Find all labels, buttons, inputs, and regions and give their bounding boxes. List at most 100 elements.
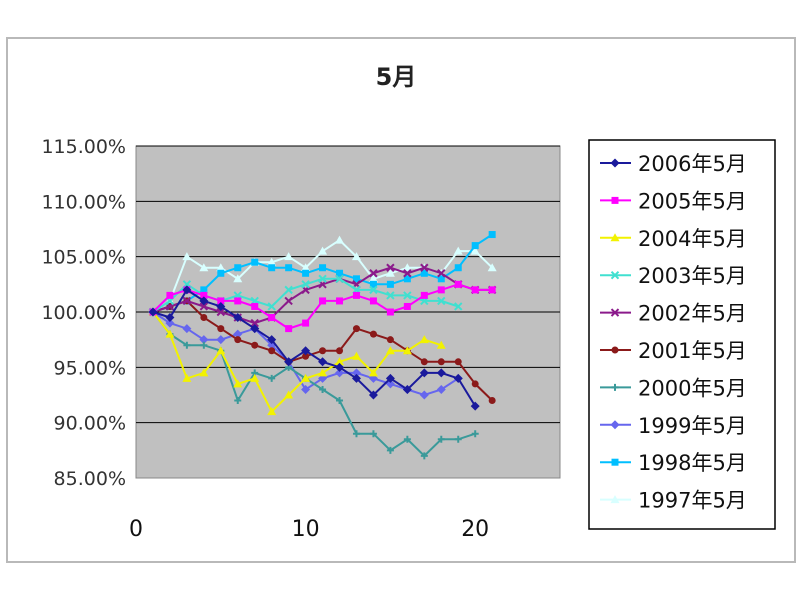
data-point [251, 302, 259, 310]
data-point [284, 390, 294, 399]
data-point [302, 352, 310, 360]
data-point [610, 158, 620, 168]
data-point [182, 252, 192, 261]
data-point [200, 341, 208, 349]
data-point [470, 401, 480, 411]
data-point [386, 308, 394, 316]
data-point [216, 263, 226, 272]
data-point [436, 384, 446, 394]
data-point [200, 314, 208, 322]
data-point [216, 307, 226, 317]
legend-item: 2006年5月 [600, 152, 747, 176]
data-point [284, 296, 293, 306]
data-point [182, 285, 192, 295]
legend-item: 1998年5月 [600, 451, 747, 475]
series-lines [148, 231, 497, 460]
data-point [318, 368, 328, 377]
x-axis-ticks: 0 10 20 [129, 517, 489, 542]
data-point [352, 430, 360, 438]
legend-item: 2005年5月 [600, 189, 747, 213]
legend-label: 2001年5月 [638, 339, 747, 363]
data-point [200, 286, 208, 294]
data-point [199, 263, 209, 272]
data-point [368, 274, 378, 283]
legend-label: 2003年5月 [638, 264, 747, 288]
data-point [234, 397, 242, 405]
data-point [369, 285, 378, 295]
data-point [319, 297, 327, 305]
data-point [183, 341, 191, 349]
data-point [454, 302, 463, 311]
data-point [301, 384, 311, 394]
data-point [285, 264, 293, 272]
data-point [335, 357, 345, 366]
data-point [250, 318, 259, 328]
data-point [403, 275, 411, 283]
data-point [470, 246, 480, 255]
data-point [251, 341, 259, 349]
data-point [402, 384, 412, 394]
legend-item: 1997年5月 [600, 489, 747, 513]
data-point [403, 302, 411, 310]
data-point [336, 347, 344, 355]
data-point [267, 257, 277, 266]
data-point [301, 280, 310, 289]
data-point [319, 347, 327, 355]
data-point [251, 258, 259, 266]
data-point [386, 280, 394, 288]
data-point [351, 368, 361, 378]
chart-title: 5月 [376, 63, 417, 91]
data-point [403, 435, 411, 443]
data-point [319, 385, 327, 393]
legend-label: 2004年5月 [638, 227, 747, 251]
data-point [487, 263, 497, 272]
data-point [454, 280, 462, 288]
y-axis-ticks: 85.00% 90.00% 95.00% 100.00% 105.00% 110.00% 1… [41, 136, 126, 490]
data-point [199, 302, 209, 311]
data-point [267, 302, 276, 311]
data-point [419, 390, 429, 400]
data-point [335, 235, 345, 244]
data-point [301, 263, 311, 272]
data-point [233, 313, 243, 323]
data-point [437, 275, 445, 283]
grid-lines [136, 145, 560, 424]
data-point [233, 379, 243, 388]
data-point [301, 346, 311, 356]
data-point [611, 383, 619, 391]
data-point [369, 280, 377, 288]
legend-label: 2005年5月 [638, 189, 747, 213]
data-point [454, 358, 462, 366]
data-point [419, 335, 429, 344]
data-point [234, 297, 242, 305]
legend-item: 2002年5月 [600, 302, 747, 326]
data-point [199, 335, 209, 345]
data-point [611, 346, 619, 354]
data-point [610, 420, 620, 430]
data-point [216, 346, 226, 355]
data-point [369, 430, 377, 438]
data-point [250, 324, 260, 334]
x-tick-label: 20 [461, 517, 489, 542]
data-point [386, 446, 394, 454]
y-tick-label: 105.00% [41, 247, 126, 269]
data-point [386, 291, 395, 300]
data-point [610, 233, 620, 242]
data-point [267, 407, 277, 416]
data-point [268, 347, 276, 355]
data-point [437, 435, 445, 443]
data-point [368, 390, 378, 400]
data-point [610, 270, 620, 280]
data-point [301, 373, 311, 382]
data-point [420, 358, 428, 366]
data-point [611, 196, 619, 204]
data-point [318, 274, 327, 284]
data-point [369, 330, 377, 338]
data-point [182, 296, 192, 306]
data-point [436, 340, 446, 349]
x-tick-label: 0 [129, 517, 143, 542]
data-point [611, 458, 619, 466]
data-point [216, 335, 226, 345]
data-point [352, 325, 360, 333]
legend-item: 1999年5月 [600, 414, 747, 438]
